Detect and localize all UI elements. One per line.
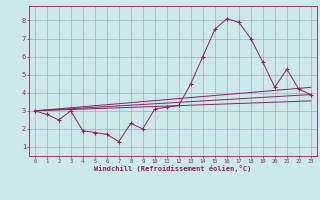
X-axis label: Windchill (Refroidissement éolien,°C): Windchill (Refroidissement éolien,°C) <box>94 165 252 172</box>
